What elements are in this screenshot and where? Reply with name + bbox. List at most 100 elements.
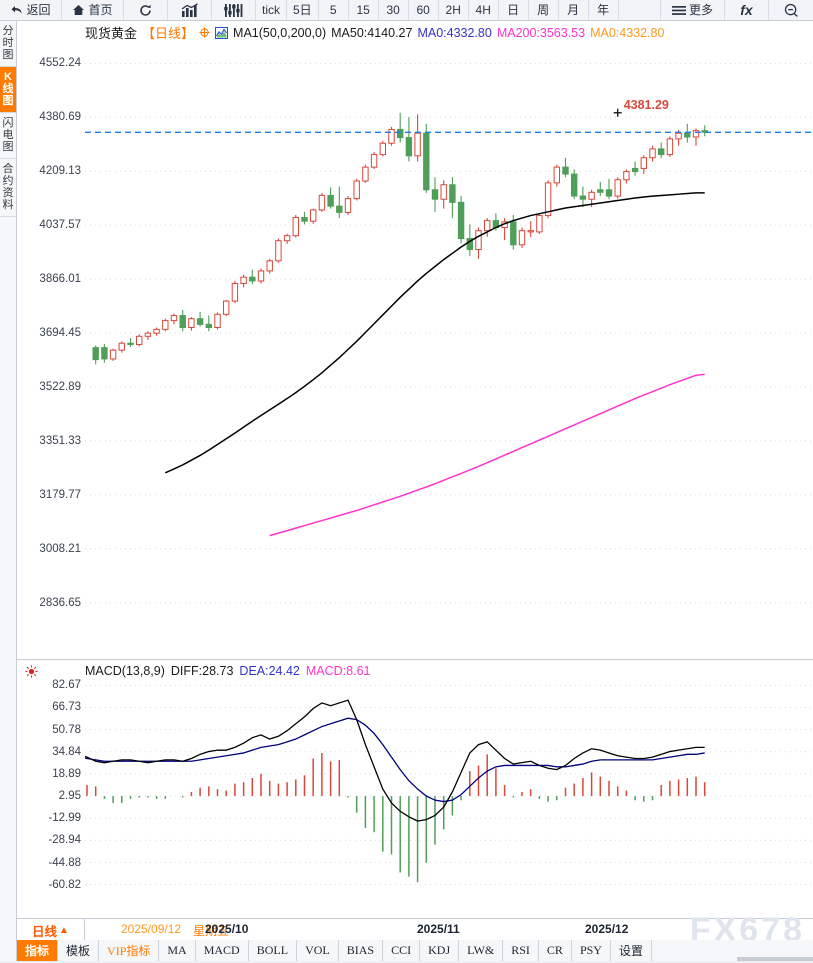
price-y-axis: 4552.24 4380.69 4209.13 4037.57 3866.01 3694.… xyxy=(17,21,85,659)
sidebar-item-timeshare-label: 分时图 xyxy=(2,25,14,61)
price-axis-tick: 4380.69 xyxy=(39,111,81,124)
toolbar-period-60m-label: 60 xyxy=(416,3,430,17)
sidebar-item-contract-info[interactable]: 合约资料 xyxy=(0,159,16,217)
tab-psy[interactable]: PSY xyxy=(572,940,611,961)
price-axis-tick: 3008.21 xyxy=(39,542,81,555)
period-selector-label: 日线 xyxy=(32,924,58,939)
macd-dea-value: DEA:24.42 xyxy=(239,664,300,678)
tab-kdj[interactable]: KDJ xyxy=(420,940,460,961)
toolbar-chart-type[interactable] xyxy=(168,0,212,20)
macd-axis-tick: 34.84 xyxy=(52,745,81,758)
tab-bias-label: BIAS xyxy=(346,943,375,957)
indicator-sliders-icon xyxy=(224,3,243,18)
date-axis: 日线 ▲ 2025/09/12 星期五 2025/10 2025/11 2025… xyxy=(17,911,813,949)
ma-formula: MA1(50,0,200,0) xyxy=(233,25,327,40)
hamburger-icon xyxy=(671,5,686,16)
toolbar-period-15m[interactable]: 15 xyxy=(349,0,379,20)
price-plot-area[interactable]: 4381.29 xyxy=(85,21,813,659)
toolbar-fx[interactable]: fx xyxy=(725,0,769,20)
period-selector[interactable]: 日线 ▲ xyxy=(17,919,85,941)
toolbar-refresh[interactable] xyxy=(124,0,168,20)
macd-axis-tick: -12.99 xyxy=(48,812,81,825)
tab-settings[interactable]: 设置 xyxy=(611,940,652,961)
price-axis-tick: 3522.89 xyxy=(39,380,81,393)
price-axis-tick: 3179.77 xyxy=(39,488,81,501)
sidebar-item-kline[interactable]: K线图 xyxy=(0,67,16,113)
tab-boll-label: BOLL xyxy=(256,943,289,957)
date-mark-october: 2025/10 xyxy=(205,922,249,936)
toolbar-indicators[interactable] xyxy=(212,0,256,20)
tab-templates-label: 模板 xyxy=(66,944,91,958)
toolbar-period-5m[interactable]: 5 xyxy=(319,0,349,20)
tab-templates[interactable]: 模板 xyxy=(58,940,100,961)
current-date: 2025/09/12 xyxy=(121,922,182,936)
symbol-period: 【日线】 xyxy=(142,26,195,41)
tab-bias[interactable]: BIAS xyxy=(339,940,384,961)
crosshair-target-icon[interactable] xyxy=(199,27,210,38)
toolbar-period-2h[interactable]: 2H xyxy=(439,0,469,20)
toolbar-period-tick[interactable]: tick xyxy=(256,0,287,20)
toolbar-period-month[interactable]: 月 xyxy=(559,0,589,20)
tab-cci[interactable]: CCI xyxy=(383,940,421,961)
toolbar-period-4h[interactable]: 4H xyxy=(469,0,499,20)
horizontal-scrollbar-thumb[interactable] xyxy=(737,957,813,963)
sidebar-item-timeshare[interactable]: 分时图 xyxy=(0,21,16,67)
macd-panel[interactable]: 82.67 66.73 50.78 34.84 18.89 2.95 -12.99 -28.9… xyxy=(17,661,813,918)
toolbar-period-day[interactable]: 日 xyxy=(499,0,529,20)
tab-boll[interactable]: BOLL xyxy=(249,940,298,961)
tab-vip-indicators[interactable]: VIP指标 xyxy=(99,940,160,961)
tab-rsi-label: RSI xyxy=(511,943,530,957)
macd-svg xyxy=(85,684,813,886)
ma0-value-a: MA0:4332.80 xyxy=(417,25,492,40)
sidebar-item-contract-info-label: 合约资料 xyxy=(2,163,14,211)
toolbar-period-day-label: 日 xyxy=(507,3,520,17)
tab-cr[interactable]: CR xyxy=(539,940,572,961)
tab-indicators[interactable]: 指标 xyxy=(17,940,59,961)
ma200-value: MA200:3563.53 xyxy=(496,25,586,40)
sidebar-item-lightning[interactable]: 闪电图 xyxy=(0,113,16,159)
toolbar-zoom-out[interactable] xyxy=(769,0,813,20)
tab-ma[interactable]: MA xyxy=(159,940,196,961)
bottom-strip xyxy=(0,961,813,963)
price-candlestick-svg: 4381.29 xyxy=(85,62,813,604)
tab-rsi[interactable]: RSI xyxy=(503,940,539,961)
toolbar-period-year[interactable]: 年 xyxy=(589,0,619,20)
tab-lwr-label: LW& xyxy=(467,943,495,957)
toolbar-period-5day[interactable]: 5日 xyxy=(287,0,319,20)
toolbar-period-2h-label: 2H xyxy=(445,3,461,17)
toolbar-period-4h-label: 4H xyxy=(475,3,491,17)
toolbar-back-label: 返回 xyxy=(26,3,51,17)
macd-axis-tick: 2.95 xyxy=(58,790,81,803)
price-axis-tick: 4552.24 xyxy=(39,57,81,70)
sidebar-item-lightning-label: 闪电图 xyxy=(2,117,14,153)
zoom-out-icon xyxy=(784,3,799,18)
toolbar-period-30m-label: 30 xyxy=(386,3,400,17)
macd-y-axis: 82.67 66.73 50.78 34.84 18.89 2.95 -12.99 -28.9… xyxy=(17,661,85,918)
sun-icon[interactable] xyxy=(25,665,38,678)
toolbar-period-60m[interactable]: 60 xyxy=(409,0,439,20)
left-sidebar: 分时图 K线图 闪电图 合约资料 xyxy=(0,21,17,963)
tab-indicators-label: 指标 xyxy=(25,944,50,958)
date-mark-november: 2025/11 xyxy=(417,922,460,936)
tab-ma-label: MA xyxy=(167,943,187,957)
price-chart-panel[interactable]: 4552.24 4380.69 4209.13 4037.57 3866.01 3694.… xyxy=(17,21,813,660)
back-arrow-icon xyxy=(10,4,23,16)
toolbar-period-week[interactable]: 周 xyxy=(529,0,559,20)
tab-vol[interactable]: VOL xyxy=(297,940,339,961)
top-toolbar: 返回 首页 xyxy=(0,0,813,21)
tab-cci-label: CCI xyxy=(391,943,412,957)
toolbar-back[interactable]: 返回 xyxy=(0,0,62,20)
macd-plot-area[interactable] xyxy=(85,661,813,918)
macd-axis-tick: -60.82 xyxy=(48,878,81,891)
toolbar-home[interactable]: 首页 xyxy=(62,0,124,20)
tab-psy-label: PSY xyxy=(579,943,602,957)
toolbar-more[interactable]: 更多 xyxy=(661,0,725,20)
sidebar-item-kline-label: K线图 xyxy=(2,71,14,107)
tab-lwr[interactable]: LW& xyxy=(459,940,504,961)
chart-bars-icon xyxy=(181,2,199,18)
toolbar-period-30m[interactable]: 30 xyxy=(379,0,409,20)
mini-chart-icon[interactable] xyxy=(215,26,229,39)
tab-macd[interactable]: MACD xyxy=(196,940,249,961)
indicator-tabbar: 指标 模板 VIP指标 MA MACD BOLL VOL BIAS CCI KDJ LW& RSI CR… xyxy=(17,940,813,961)
